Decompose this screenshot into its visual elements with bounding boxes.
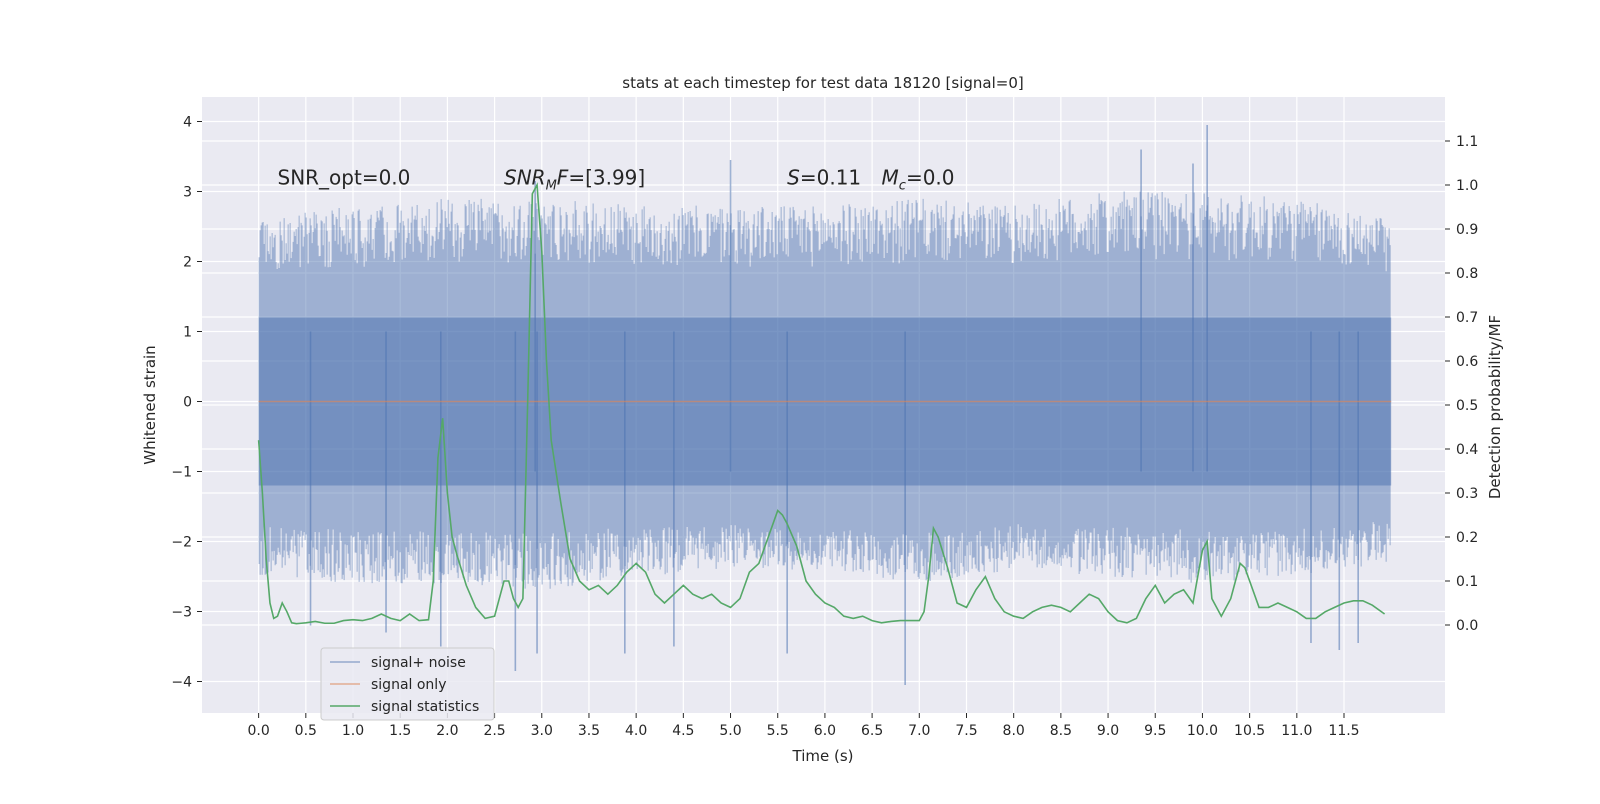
y-right-tick-label: 0.8	[1456, 266, 1478, 282]
annotation-text: S=0.11	[787, 166, 861, 190]
x-tick-label: 11.5	[1328, 723, 1359, 739]
annotation-text: Mc=0.0	[882, 166, 955, 194]
annotation-part: =[3.99]	[568, 166, 645, 190]
y-right-tick-label: 1.1	[1456, 134, 1478, 150]
annotation-part: F	[557, 166, 569, 190]
y-left-tick-label: 3	[183, 185, 192, 201]
x-tick-label: 3.0	[531, 723, 553, 739]
x-tick-label: 5.0	[719, 723, 741, 739]
y-right-tick-label: 0.1	[1456, 574, 1478, 590]
y-right-tick-label: 0.9	[1456, 222, 1478, 238]
legend-label: signal only	[371, 677, 446, 693]
annotation-subscript: M	[546, 179, 557, 194]
y-axis-right-label: Detection probability/MF	[1486, 315, 1504, 499]
annotation-text: SNR_opt=0.0	[278, 166, 411, 190]
annotations: SNR_opt=0.0 SNRMF=[3.99] S=0.11 Mc=0.0	[278, 166, 955, 194]
x-tick-label: 10.0	[1187, 723, 1218, 739]
annotation-subscript: c	[899, 179, 906, 194]
y-left-tick-label: −2	[171, 535, 192, 551]
y-axis-left-label: Whitened strain	[141, 345, 159, 464]
x-tick-label: 6.5	[861, 723, 883, 739]
y-left-tick-label: −4	[171, 675, 192, 691]
x-tick-label: 9.5	[1144, 723, 1166, 739]
x-tick-label: 6.0	[814, 723, 836, 739]
y-left-tick-label: 0	[183, 395, 192, 411]
x-tick-label: 0.0	[247, 723, 269, 739]
annotation-text: SNRMF=[3.99]	[504, 166, 645, 194]
y-left-tick-label: 4	[183, 115, 192, 131]
annotation-part: SNR	[504, 166, 546, 190]
x-tick-label: 7.0	[908, 723, 930, 739]
line-series	[257, 182, 1392, 625]
y-left-tick-label: −1	[171, 465, 192, 481]
legend-box	[320, 647, 495, 721]
x-tick-label: 8.5	[1050, 723, 1072, 739]
x-tick-label: 11.0	[1281, 723, 1312, 739]
legend: signal+ noise signal only signal statistic…	[320, 647, 495, 721]
annotation-part: SNR_opt=0.0	[278, 166, 411, 190]
y-left-tick-label: 2	[183, 255, 192, 271]
x-tick-label: 3.5	[578, 723, 600, 739]
x-tick-label: 4.0	[625, 723, 647, 739]
y-right-tick-label: 1.0	[1456, 178, 1478, 194]
legend-label: signal+ noise	[371, 655, 466, 671]
y-left-tick-label: 1	[183, 325, 192, 341]
x-tick-label: 1.0	[342, 723, 364, 739]
y-right-tick-label: 0.2	[1456, 530, 1478, 546]
x-tick-label: 1.5	[389, 723, 411, 739]
y-right-tick-label: 0.7	[1456, 310, 1478, 326]
x-tick-label: 4.5	[672, 723, 694, 739]
x-tick-label: 2.5	[483, 723, 505, 739]
annotation-part: S	[787, 166, 800, 190]
y-right-tick-label: 0.3	[1456, 486, 1478, 502]
annotation-part: =0.11	[800, 166, 861, 190]
x-tick-label: 9.0	[1097, 723, 1119, 739]
annotation-part: M	[882, 166, 899, 190]
x-tick-label: 0.5	[295, 723, 317, 739]
y-right-tick-label: 0.0	[1456, 618, 1478, 634]
x-tick-label: 10.5	[1234, 723, 1265, 739]
axes: 0.0 0.5 1.0 1.5 2.0 2.5 3.0 3.5 4.0 4.5 5.0 5.5 6.0 6…	[171, 115, 1478, 740]
x-axis-label: Time (s)	[792, 747, 854, 765]
x-tick-label: 8.0	[1003, 723, 1025, 739]
y-right-tick-label: 0.5	[1456, 398, 1478, 414]
annotation-part: =0.0	[906, 166, 955, 190]
x-tick-label: 5.5	[767, 723, 789, 739]
y-right-tick-label: 0.6	[1456, 354, 1478, 370]
legend-label: signal statistics	[371, 699, 479, 715]
signal-statistics-line	[257, 182, 1386, 625]
y-right-tick-label: 0.4	[1456, 442, 1478, 458]
x-tick-label: 7.5	[955, 723, 977, 739]
chart-title: stats at each timestep for test data 181…	[622, 74, 1023, 92]
y-left-tick-label: −3	[171, 605, 192, 621]
x-tick-label: 2.0	[436, 723, 458, 739]
